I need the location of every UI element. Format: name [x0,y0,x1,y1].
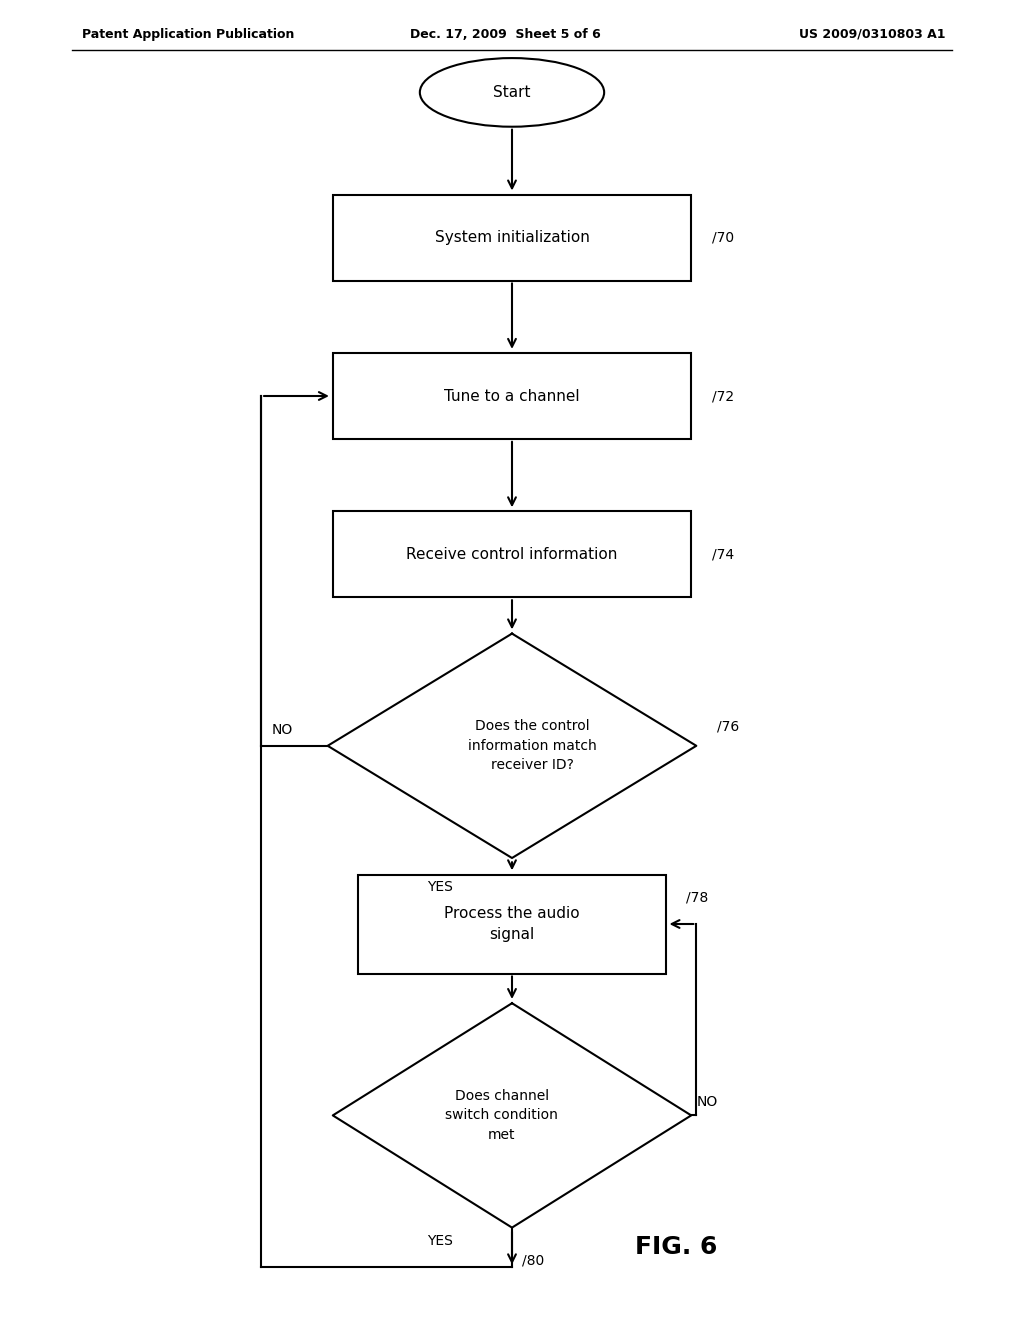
Text: /74: /74 [712,548,734,561]
Text: Patent Application Publication: Patent Application Publication [82,28,294,41]
FancyBboxPatch shape [358,874,666,974]
Polygon shape [328,634,696,858]
Text: YES: YES [427,1234,454,1247]
Text: YES: YES [427,880,454,894]
Text: FIG. 6: FIG. 6 [635,1236,717,1259]
Text: Process the audio
signal: Process the audio signal [444,906,580,942]
Ellipse shape [420,58,604,127]
Text: /72: /72 [712,389,734,403]
Text: /78: /78 [686,891,709,904]
Polygon shape [333,1003,691,1228]
Text: Receive control information: Receive control information [407,546,617,562]
Text: /80: /80 [522,1254,545,1267]
FancyBboxPatch shape [333,195,691,281]
FancyBboxPatch shape [333,354,691,438]
Text: NO: NO [696,1096,718,1109]
Text: Does channel
switch condition
met: Does channel switch condition met [445,1089,558,1142]
Text: NO: NO [271,723,293,737]
Text: System initialization: System initialization [434,230,590,246]
Text: Start: Start [494,84,530,100]
FancyBboxPatch shape [333,511,691,597]
Text: Tune to a channel: Tune to a channel [444,388,580,404]
Text: /70: /70 [712,231,734,244]
Text: Does the control
information match
receiver ID?: Does the control information match recei… [468,719,597,772]
Text: US 2009/0310803 A1: US 2009/0310803 A1 [799,28,945,41]
Text: /76: /76 [717,719,739,733]
Text: Dec. 17, 2009  Sheet 5 of 6: Dec. 17, 2009 Sheet 5 of 6 [410,28,600,41]
